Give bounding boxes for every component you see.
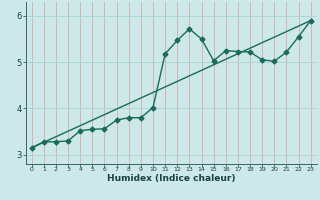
X-axis label: Humidex (Indice chaleur): Humidex (Indice chaleur) [107,174,236,183]
